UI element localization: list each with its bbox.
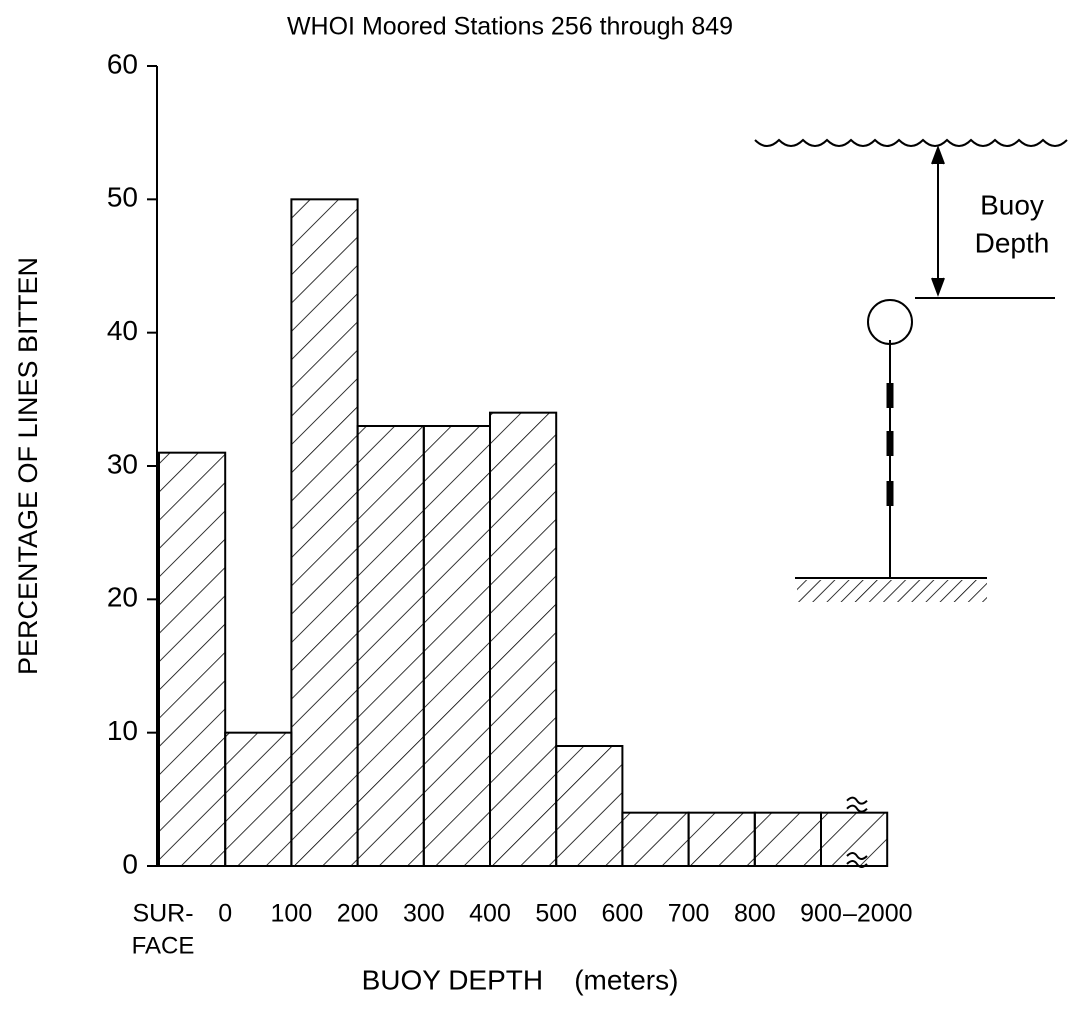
bar	[489, 411, 558, 867]
x-edge-label: 800	[734, 900, 776, 928]
bar	[621, 811, 690, 868]
y-tick-label: 10	[107, 715, 138, 746]
sea-floor-hatch	[797, 580, 987, 602]
x-edge-sublabel: FACE	[132, 932, 195, 959]
bar	[290, 198, 359, 868]
water-surface	[754, 138, 1068, 147]
buoy	[867, 299, 913, 345]
buoy-diagram	[754, 138, 1068, 602]
y-tick-label: 0	[122, 848, 138, 879]
y-axis-title: PERCENTAGE OF LINES BITTEN	[13, 257, 43, 675]
x-edge-label: 500	[535, 900, 577, 928]
x-axis-title: BUOY DEPTH (meters)	[362, 964, 679, 995]
axis-break	[846, 796, 868, 813]
x-edge-label: 700	[668, 900, 710, 928]
y-tick-label: 20	[107, 582, 138, 613]
annotation: Depth	[975, 227, 1050, 258]
y-tick-label: 50	[107, 182, 138, 213]
bar	[753, 811, 822, 868]
x-edge-label: 300	[403, 900, 445, 928]
y-tick-label: 30	[107, 448, 138, 479]
annotation: Buoy	[980, 189, 1044, 220]
x-edge-label: 200	[337, 900, 379, 928]
bar	[224, 731, 293, 868]
y-tick-label: 60	[107, 48, 138, 79]
arrow-heads	[931, 145, 945, 297]
bar	[422, 425, 491, 867]
bar	[687, 811, 756, 868]
chart-title: WHOI Moored Stations 256 through 849	[287, 13, 733, 41]
x-edge-label: –2000	[843, 900, 913, 928]
x-edge-label: 100	[271, 900, 313, 928]
bar	[158, 451, 227, 867]
bar	[356, 425, 425, 867]
bar	[820, 811, 889, 868]
x-edge-label: 0	[218, 900, 232, 928]
x-edge-label: 600	[602, 900, 644, 928]
x-edge-label: SUR-	[132, 900, 193, 928]
x-edge-label: 900	[800, 900, 842, 928]
y-tick-label: 40	[107, 315, 138, 346]
x-edge-label: 400	[469, 900, 511, 928]
bar	[555, 745, 624, 867]
